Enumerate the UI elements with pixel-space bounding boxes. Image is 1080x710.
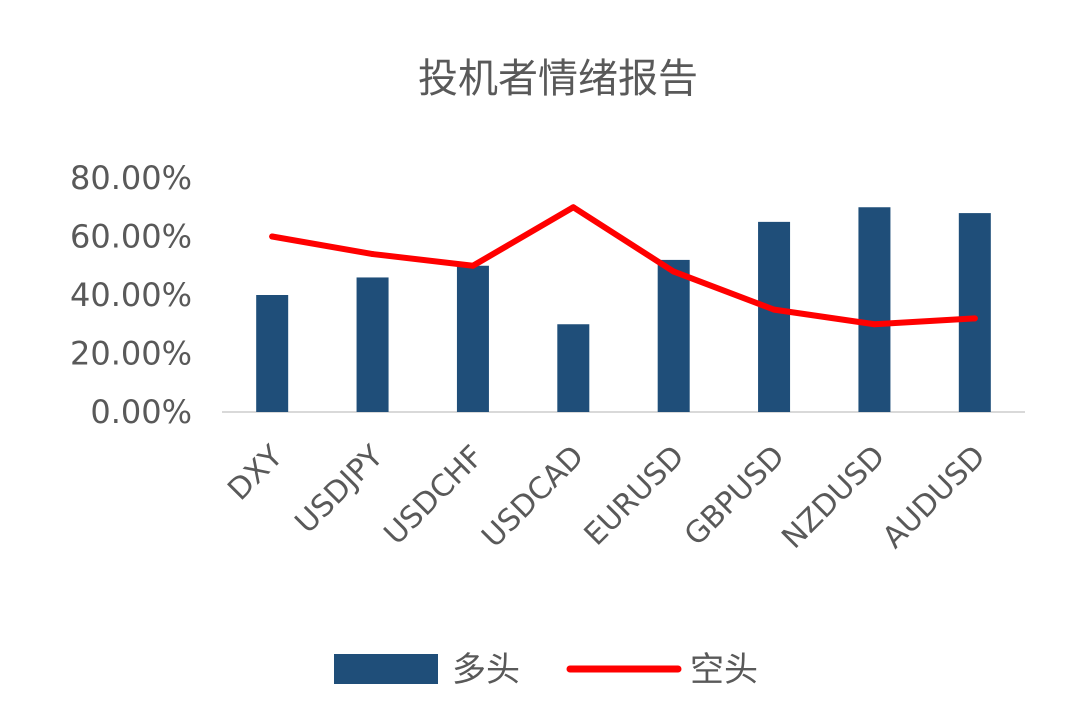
bar-AUDUSD: [958, 213, 991, 412]
line-point-USDJPY: [369, 251, 376, 258]
x-axis-ticks: DXYUSDJPYUSDCHFUSDCADEURUSDGBPUSDNZDUSDA…: [221, 438, 992, 555]
x-tick-label: EURUSD: [578, 439, 692, 553]
bar-EURUSD: [657, 259, 690, 412]
x-tick-label: GBPUSD: [678, 439, 792, 553]
y-tick-label: 60.00%: [70, 218, 192, 256]
x-tick-label: USDCAD: [475, 439, 591, 555]
y-tick-label: 80.00%: [70, 159, 192, 197]
line-point-AUDUSD: [971, 315, 978, 322]
bar-series: [256, 207, 991, 412]
bar-USDCAD: [557, 324, 590, 412]
line-point-DXY: [269, 233, 276, 240]
y-axis-ticks: 0.00% 20.00% 40.00% 60.00% 80.00%: [70, 159, 192, 431]
y-tick-label: 40.00%: [70, 276, 192, 314]
x-tick-label: USDCHF: [378, 439, 491, 552]
legend-label-short: 空头: [690, 650, 758, 690]
line-point-EURUSD: [670, 268, 677, 275]
line-point-USDCHF: [469, 262, 476, 269]
y-tick-label: 0.00%: [90, 393, 192, 431]
bar-USDCHF: [456, 265, 489, 412]
legend-swatch-long: [334, 654, 438, 684]
x-tick-label: AUDUSD: [876, 439, 992, 555]
legend-label-long: 多头: [452, 650, 520, 690]
line-series: [269, 204, 978, 328]
x-tick-label: DXY: [221, 438, 290, 507]
x-tick-label: USDJPY: [289, 438, 391, 540]
bar-DXY: [256, 295, 289, 412]
line-point-USDCAD: [570, 204, 577, 211]
legend: 多头 空头: [334, 650, 758, 690]
bar-USDJPY: [356, 277, 389, 412]
bar-GBPUSD: [758, 221, 791, 412]
line-point-NZDUSD: [871, 321, 878, 328]
chart-title: 投机者情绪报告: [418, 56, 698, 102]
line-path: [269, 204, 978, 328]
y-tick-label: 20.00%: [70, 335, 192, 373]
line-point-GBPUSD: [771, 306, 778, 313]
x-tick-label: NZDUSD: [775, 439, 892, 556]
bar-NZDUSD: [858, 207, 891, 412]
